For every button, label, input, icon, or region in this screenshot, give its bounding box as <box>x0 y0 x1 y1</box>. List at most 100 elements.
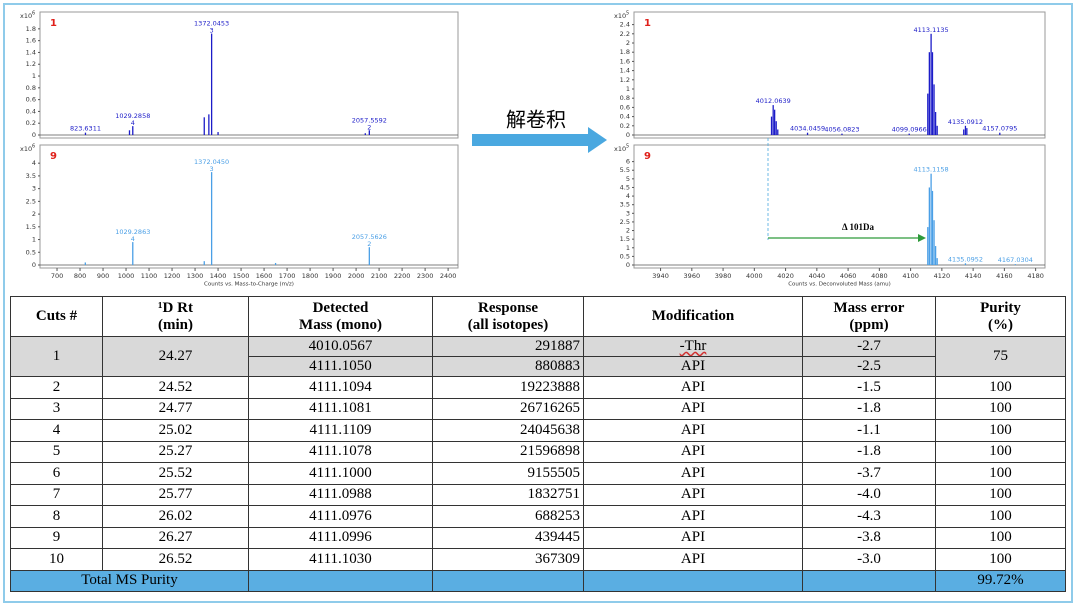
detected-mass: 4111.1081 <box>248 397 433 420</box>
plot-frame <box>633 144 1046 269</box>
y-tick-label: 1.4 <box>26 48 36 56</box>
peak-number: 2 <box>367 123 371 131</box>
y-multiplier: x10 <box>20 12 32 20</box>
response: 367309 <box>432 548 584 571</box>
y-tick-label: 6 <box>626 158 630 166</box>
y-tick-label: 3.5 <box>620 201 630 209</box>
x-axis-label: Counts vs. Deconvoluted Mass (amu) <box>788 282 891 288</box>
y-tick-label: 1.8 <box>620 48 630 56</box>
y-tick-label: 3 <box>626 209 630 217</box>
header-text: Purity <box>980 299 1021 316</box>
y-tick-label: 0 <box>626 131 630 139</box>
purity: 100 <box>935 548 1066 571</box>
y-tick-label: 2.2 <box>620 30 630 38</box>
response: 9155505 <box>432 462 584 485</box>
retention-time: 25.02 <box>102 419 249 442</box>
response: 688253 <box>432 505 584 528</box>
y-exponent: 5 <box>626 11 629 17</box>
header-cell: Cuts # <box>10 296 103 337</box>
retention-time: 25.77 <box>102 483 249 506</box>
data-row: 8 26.02 4111.0976 688253 API -4.3 100 <box>10 505 1066 528</box>
modification: API <box>583 548 803 571</box>
cut-number: 2 <box>10 376 103 399</box>
header-row: Cuts # ¹D Rt (min) Detected Mass (mono) Respo… <box>10 296 1066 337</box>
y-tick-label: 1.2 <box>620 76 630 84</box>
y-tick-label: 2 <box>32 210 36 218</box>
modification: API <box>583 505 803 528</box>
modification: API <box>583 462 803 485</box>
panel-label: 1 <box>644 18 651 29</box>
peak-label: 4135.0912 <box>948 118 983 126</box>
header-text: (min) <box>158 316 193 333</box>
peak-label: 1029.2863 <box>115 228 150 236</box>
peak-label: 1029.2858 <box>115 112 150 120</box>
x-tick-label: 1300 <box>187 272 204 280</box>
x-tick-label: 2000 <box>348 272 365 280</box>
y-multiplier: x10 <box>614 12 626 20</box>
peak-label: 4113.1135 <box>914 26 949 34</box>
footer-row: Total MS Purity 99.72% <box>10 569 1066 592</box>
y-tick-label: 1 <box>32 236 36 244</box>
detected-mass: 4111.0976 <box>248 505 433 528</box>
y-tick-label: 0.2 <box>26 119 36 127</box>
response: 24045638 <box>432 419 584 442</box>
x-tick-label: 1900 <box>325 272 342 280</box>
frame <box>3 3 1073 603</box>
cut-number: 7 <box>10 483 103 506</box>
y-tick-label: 1 <box>626 85 630 93</box>
retention-time: 24.52 <box>102 376 249 399</box>
peak-number: 4 <box>131 119 135 127</box>
x-tick-label: 4160 <box>996 272 1013 280</box>
purity: 100 <box>935 397 1066 420</box>
data-row: 7 25.77 4111.0988 1832751 API -4.0 100 <box>10 483 1066 506</box>
y-tick-label: 2 <box>626 39 630 47</box>
header-text: Cuts # <box>35 308 78 324</box>
y-tick-label: 0 <box>32 261 36 269</box>
y-multiplier: x10 <box>614 145 626 153</box>
mass-error: -3.0 <box>802 548 936 571</box>
footer-label: Total MS Purity <box>10 569 249 592</box>
data-row: 10 26.52 4111.1030 367309 API -3.0 100 <box>10 548 1066 571</box>
retention-time: 25.52 <box>102 462 249 485</box>
y-tick-label: 1.6 <box>26 37 36 45</box>
y-tick-label: 3 <box>32 185 36 193</box>
arrow-body <box>472 134 590 146</box>
plot-frame <box>633 11 1046 139</box>
peak-label: 1372.0450 <box>194 158 229 166</box>
y-exponent: 6 <box>32 11 35 17</box>
panel-label: 1 <box>50 18 57 29</box>
y-tick-label: 4 <box>626 192 630 200</box>
modification: API <box>583 526 803 549</box>
y-tick-label: 2.4 <box>620 21 630 29</box>
y-tick-label: 5.5 <box>620 166 630 174</box>
peak-label: 1372.0453 <box>194 20 229 28</box>
retention-time: 26.27 <box>102 526 249 549</box>
x-tick-label: 700 <box>51 272 63 280</box>
header-text: Modification <box>651 308 735 324</box>
cut-number: 4 <box>10 419 103 442</box>
detected-mass: 4010.0567 <box>248 336 433 357</box>
arrow-label: 解卷积 <box>506 108 566 132</box>
mass-error: -3.8 <box>802 526 936 549</box>
y-tick-label: 0.4 <box>26 107 36 115</box>
peak-label: 2057.5592 <box>352 116 387 124</box>
cut-number: 3 <box>10 397 103 420</box>
purity: 75 <box>935 336 1066 377</box>
y-tick-label: 1 <box>32 72 36 80</box>
cut-number: 5 <box>10 440 103 463</box>
x-tick-label: 1800 <box>302 272 319 280</box>
x-tick-label: 4180 <box>1027 272 1044 280</box>
footer-empty <box>432 569 584 592</box>
detected-mass: 4111.1094 <box>248 376 433 399</box>
data-row: 3 24.77 4111.1081 26716265 API -1.8 100 <box>10 397 1066 420</box>
peak-label: 4034.0459 <box>790 125 825 133</box>
modification: API <box>583 440 803 463</box>
y-tick-label: 0.8 <box>26 84 36 92</box>
x-tick-label: 2200 <box>394 272 411 280</box>
header-text: (all isotopes) <box>467 316 549 333</box>
x-axis-label: Counts vs. Mass-to-Charge (m/z) <box>204 282 294 288</box>
x-tick-label: 2300 <box>417 272 434 280</box>
response: 439445 <box>432 526 584 549</box>
